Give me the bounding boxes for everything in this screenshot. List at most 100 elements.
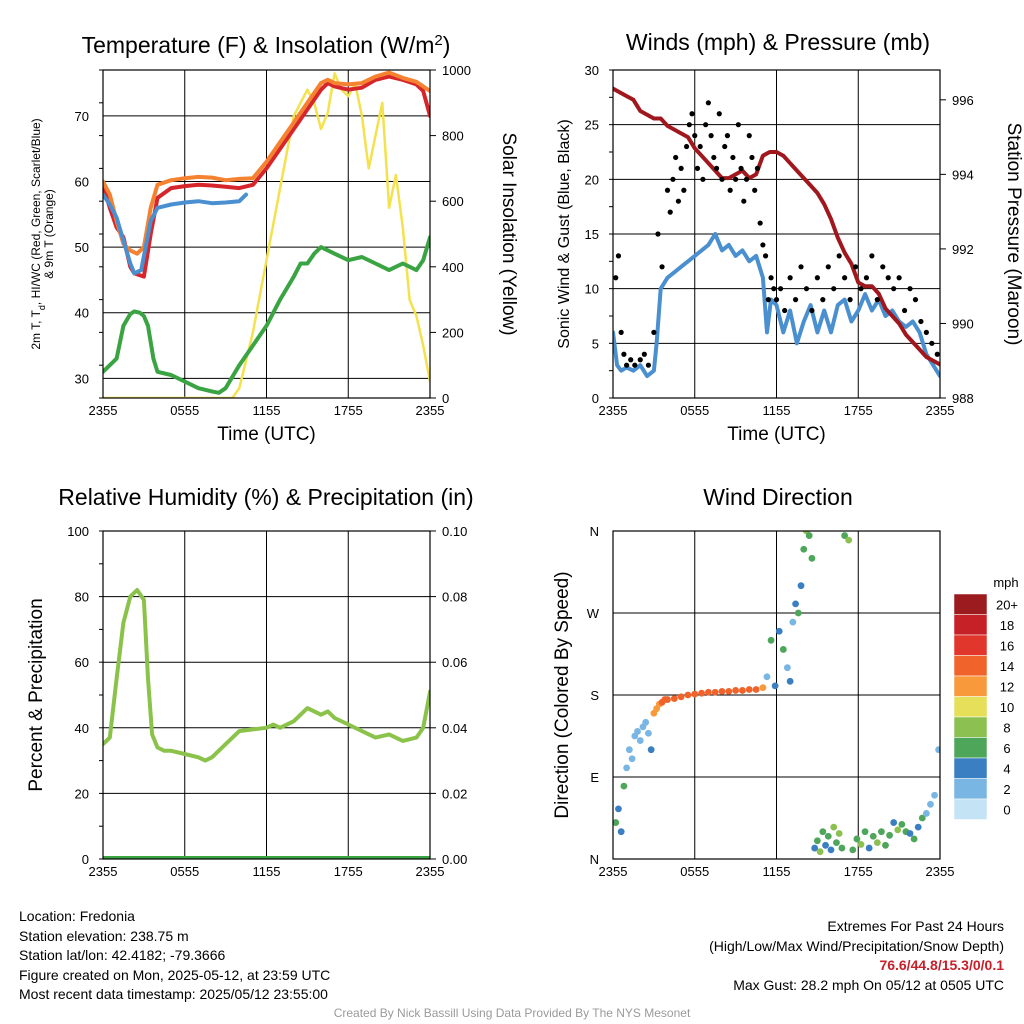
extremes-info: Extremes For Past 24 Hours (High/Low/Max… xyxy=(709,917,1004,995)
direction-point xyxy=(869,832,877,840)
legend-swatch xyxy=(953,614,988,636)
gust-point xyxy=(615,253,622,259)
y2-tick-label: 988 xyxy=(952,391,974,406)
gust-point xyxy=(852,264,859,270)
plot-frame xyxy=(612,69,941,399)
y2-tick-label: 0.08 xyxy=(442,590,467,605)
chart-panel-3: Relative Humidity (%) & Precipitation (i… xyxy=(26,484,474,879)
y-tick-label: W xyxy=(587,606,600,621)
gust-point xyxy=(814,275,820,281)
gust-point xyxy=(738,165,744,171)
gust-point xyxy=(700,176,706,182)
gust-point xyxy=(771,286,777,292)
direction-point xyxy=(628,755,636,763)
direction-point xyxy=(645,729,652,737)
series-line xyxy=(613,86,940,367)
legend-swatch xyxy=(953,737,988,759)
direction-point xyxy=(931,791,938,799)
gust-point xyxy=(673,154,679,161)
gust-point xyxy=(746,133,752,139)
plot-frame xyxy=(612,530,941,860)
legend-swatch xyxy=(953,778,988,800)
gust-point xyxy=(831,286,837,292)
direction-point xyxy=(763,673,771,681)
direction-point xyxy=(732,687,740,694)
direction-point xyxy=(878,828,885,836)
gust-point xyxy=(689,111,695,117)
direction-point xyxy=(670,695,678,703)
y2-tick-label: 400 xyxy=(442,260,464,275)
direction-point xyxy=(838,844,846,852)
gust-point xyxy=(670,176,676,182)
direction-point xyxy=(613,819,620,826)
chart-panel-1: Temperature (F) & Insolation (W/m2)2355 0… xyxy=(29,32,519,446)
gust-point xyxy=(659,264,665,270)
direction-point xyxy=(684,691,692,699)
x-tick-label: 1155 xyxy=(253,864,281,879)
extremes-title: Extremes For Past 24 Hours xyxy=(827,918,1004,934)
gust-point xyxy=(697,143,703,150)
gust-point xyxy=(809,307,815,314)
legend-label: 8 xyxy=(1003,721,1010,736)
gust-point xyxy=(885,275,891,281)
series-line xyxy=(103,70,430,256)
gust-point xyxy=(863,275,870,281)
legend-label: 6 xyxy=(1003,741,1010,756)
legend-label: 18 xyxy=(1000,618,1014,633)
legend-label: 2 xyxy=(1003,782,1010,797)
speed-legend: mph 20+ 18 16 14 12 10 8 6 4 2 0 xyxy=(953,575,1019,820)
x-tick-label: 1155 xyxy=(763,864,791,879)
direction-point xyxy=(647,746,655,754)
direction-point xyxy=(849,846,857,854)
legend-swatch xyxy=(953,696,988,718)
gust-point xyxy=(847,297,853,303)
location-text: Location: Fredonia xyxy=(19,908,135,924)
x-tick-label: 2355 xyxy=(416,864,445,879)
y2-axis-label: Solar Insolation (Yellow) xyxy=(498,132,519,335)
x-tick-label: 1755 xyxy=(844,403,873,418)
gust-point xyxy=(754,165,761,171)
direction-point xyxy=(910,835,918,843)
gust-point xyxy=(719,176,725,182)
direction-point xyxy=(789,618,797,626)
x-tick-label: 0555 xyxy=(680,403,709,418)
gust-point xyxy=(765,297,771,303)
gust-point xyxy=(880,264,886,270)
direction-point xyxy=(808,554,816,562)
gust-point xyxy=(716,111,722,117)
direction-point xyxy=(786,677,794,685)
chart-title: Winds (mph) & Pressure (mb) xyxy=(626,29,930,55)
legend-label: 12 xyxy=(1000,680,1014,695)
gust-point xyxy=(722,143,728,150)
gust-point xyxy=(918,318,924,325)
y-tick-label: 50 xyxy=(75,240,89,255)
gust-point xyxy=(901,307,908,314)
gust-point xyxy=(686,122,692,128)
gust-point xyxy=(768,275,774,281)
direction-point xyxy=(827,846,835,854)
gust-point xyxy=(628,357,634,363)
plot-frame xyxy=(102,69,431,399)
y2-tick-label: 0 xyxy=(442,391,449,406)
gust-point xyxy=(777,286,784,292)
direction-point xyxy=(824,832,832,840)
gust-point xyxy=(711,154,717,161)
direction-point xyxy=(775,627,783,635)
direction-point xyxy=(894,826,902,834)
direction-point xyxy=(935,746,940,754)
direction-point xyxy=(794,609,802,617)
y-tick-label: N xyxy=(590,852,599,867)
x-tick-label: 2355 xyxy=(89,403,118,418)
direction-point xyxy=(767,636,775,644)
gust-point xyxy=(782,307,788,314)
direction-point xyxy=(625,746,633,754)
gust-point xyxy=(760,242,766,248)
direction-point xyxy=(792,600,799,608)
gust-point xyxy=(825,264,831,270)
legend-label: 14 xyxy=(1000,659,1014,674)
direction-point xyxy=(835,830,843,837)
chart-title: Relative Humidity (%) & Precipitation (i… xyxy=(58,484,473,510)
gust-point xyxy=(836,253,842,259)
latlon-text: Station lat/lon: 42.4182; -79.3666 xyxy=(19,947,226,963)
gust-point xyxy=(713,165,720,171)
